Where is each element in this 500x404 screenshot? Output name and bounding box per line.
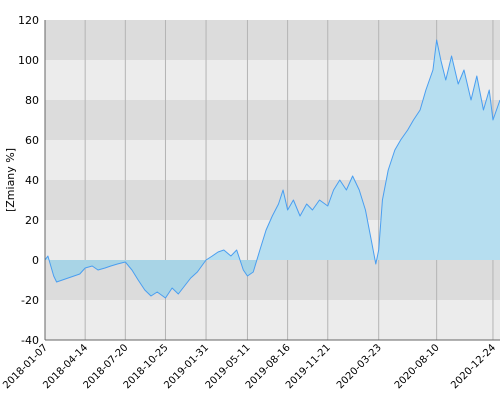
- series-layer: [44, 39, 500, 299]
- y-tick-label: 120: [18, 14, 39, 27]
- background-band: [45, 20, 500, 60]
- background-band: [45, 260, 500, 300]
- background-band: [45, 60, 500, 100]
- axes-layer: [44, 20, 500, 341]
- x-tick-labels: 2018-01-072018-04-142018-07-202018-10-25…: [1, 342, 498, 391]
- y-tick-label: 20: [25, 214, 39, 227]
- y-tick-label: 100: [18, 54, 39, 67]
- y-tick-label: 0: [32, 254, 39, 267]
- y-axis-label: [Zmiany %]: [4, 148, 17, 212]
- area-fill-negative: [45, 260, 500, 298]
- y-tick-label: 80: [25, 94, 39, 107]
- y-tick-label: -20: [21, 294, 39, 307]
- y-tick-label: 60: [25, 134, 39, 147]
- y-tick-label: -40: [21, 334, 39, 347]
- y-tick-labels: -40 -20 0 20 40 60 80 100 120: [18, 14, 39, 347]
- x-tick-label: 2020-12-24: [449, 342, 498, 391]
- x-tick-label: 2020-03-23: [335, 342, 384, 391]
- area-fill-positive: [45, 40, 500, 260]
- series-line: [44, 39, 500, 299]
- background-band: [45, 300, 500, 340]
- y-tick-label: 40: [25, 174, 39, 187]
- x-tick-label: 2020-08-10: [393, 342, 442, 391]
